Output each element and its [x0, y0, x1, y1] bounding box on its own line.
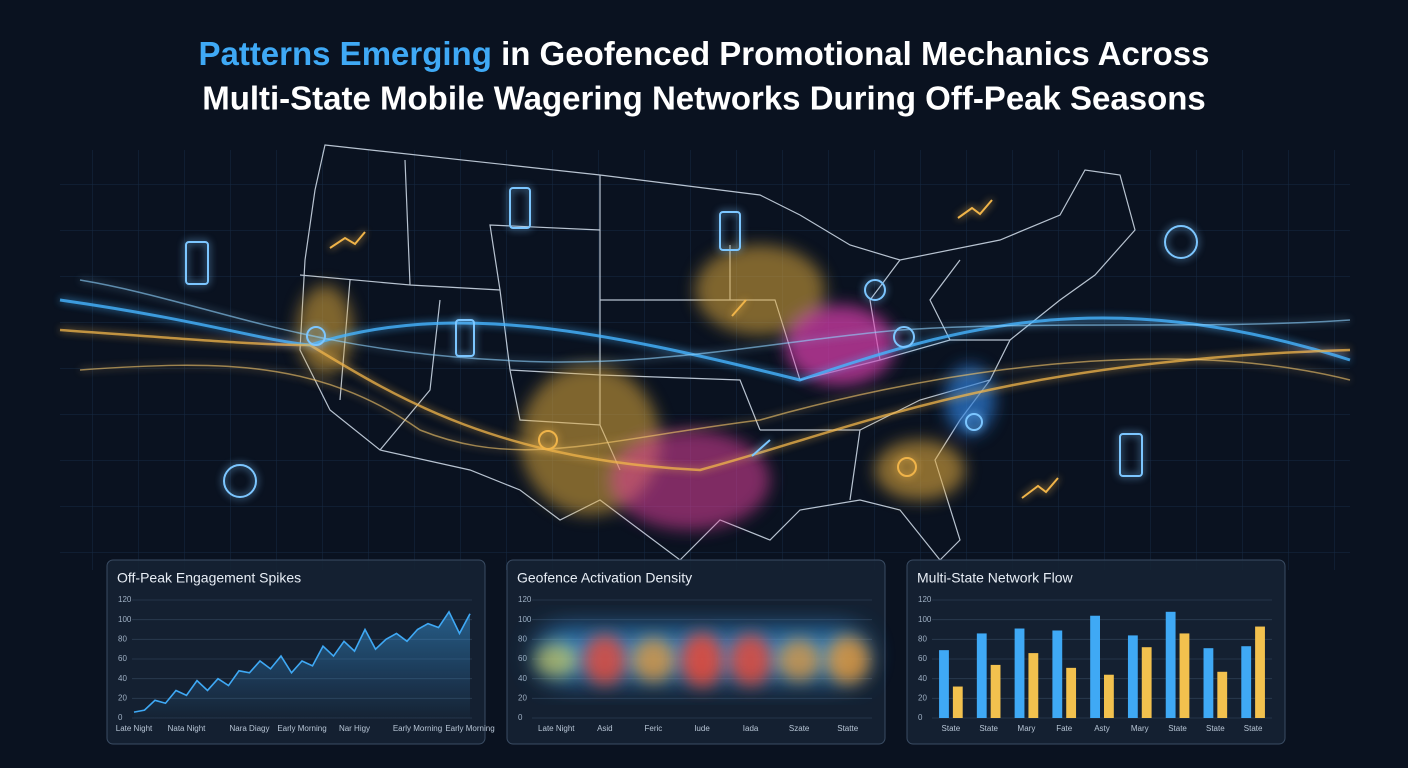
icons — [185, 187, 1198, 499]
y-tick-label: 120 — [518, 595, 532, 604]
y-tick-label: 60 — [118, 654, 127, 663]
bar — [1255, 626, 1265, 718]
y-tick-label: 80 — [118, 634, 127, 643]
x-tick-label: Fate — [1056, 724, 1073, 733]
x-tick-label: Nar Higy — [339, 724, 370, 733]
bar — [1203, 648, 1214, 718]
title-rest: in Geofenced Promotional Mechanics Acros… — [501, 35, 1209, 72]
x-tick-label: State — [979, 724, 998, 733]
title-line: Multi-State Mobile Wagering Networks Dur… — [202, 80, 1206, 117]
line — [133, 610, 471, 713]
x-tick-label: Late Night — [116, 724, 153, 733]
x-tick-label: State — [942, 724, 961, 733]
x-tick-label: Iada — [743, 724, 759, 733]
bar — [1052, 630, 1063, 718]
y-tick-label: 40 — [918, 674, 927, 683]
density-blob — [728, 634, 773, 686]
title: Patterns Emerging in Geofenced Promotion… — [198, 35, 1209, 72]
chart-panel: Multi-State Network Flow 0 20 40 60 80 100 120 S… — [906, 559, 1286, 745]
y-tick-label: 100 — [518, 615, 532, 624]
x-tick-label: Early Morning — [277, 724, 326, 733]
y-tick-label: 120 — [118, 595, 132, 604]
density-blob — [631, 638, 676, 682]
panel-title: Off-Peak Engagement Spikes — [117, 570, 301, 586]
density-blob — [583, 635, 627, 685]
y-tick-label: 100 — [118, 615, 132, 624]
x-tick-label: State — [1168, 724, 1187, 733]
density-blob — [825, 636, 870, 684]
y-tick-label: 60 — [918, 654, 927, 663]
x-tick-label: Mary — [1131, 724, 1149, 733]
y-tick-label: 20 — [518, 693, 527, 702]
x-tick-label: Iude — [694, 724, 710, 733]
bar — [1127, 635, 1138, 718]
bar — [1141, 647, 1152, 718]
network-flows — [59, 279, 1351, 472]
x-tick-label: Mary — [1018, 724, 1036, 733]
bar — [939, 650, 949, 718]
x-tick-label: Early Morning — [393, 724, 442, 733]
panel-title: Multi-State Network Flow — [917, 570, 1073, 586]
bar — [976, 633, 987, 718]
density-blob — [680, 633, 724, 687]
line-area — [134, 611, 470, 718]
bar — [990, 664, 1001, 718]
chart-panel: Off-Peak Engagement Spikes 0 20 40 60 80 100 12… — [106, 559, 495, 745]
bar — [1014, 628, 1025, 718]
y-tick-label: 0 — [518, 713, 523, 722]
y-tick-label: 80 — [518, 634, 527, 643]
panel-title: Geofence Activation Density — [517, 570, 692, 586]
x-tick-label: Asid — [597, 724, 613, 733]
density-blob — [534, 643, 579, 677]
bar — [1028, 653, 1039, 718]
bar — [1165, 611, 1176, 718]
bar — [952, 686, 963, 718]
x-tick-label: Asty — [1094, 724, 1110, 733]
geofence-zones — [297, 245, 995, 530]
x-tick-label: State — [1244, 724, 1263, 733]
x-tick-label: Szate — [789, 724, 810, 733]
bar — [1217, 671, 1228, 718]
x-tick-label: Nata Night — [168, 724, 207, 733]
y-tick-label: 20 — [118, 693, 127, 702]
panels: Off-Peak Engagement Spikes 0 20 40 60 80 100 12… — [106, 559, 1286, 745]
x-tick-label: Feric — [645, 724, 663, 733]
y-tick-label: 0 — [918, 713, 923, 722]
y-tick-label: 40 — [518, 674, 527, 683]
y-tick-label: 0 — [118, 713, 123, 722]
density-blob — [777, 639, 822, 681]
title-highlight: Patterns Emerging — [198, 35, 491, 72]
x-tick-label: State — [1206, 724, 1225, 733]
x-tick-label: Statte — [837, 724, 858, 733]
y-tick-label: 20 — [918, 693, 927, 702]
y-tick-label: 100 — [918, 615, 932, 624]
bar — [1241, 646, 1252, 718]
bar — [1104, 674, 1114, 718]
y-tick-label: 80 — [918, 634, 927, 643]
y-tick-label: 120 — [918, 595, 932, 604]
chart-panel: Geofence Activation Density 0 20 40 60 80 100 1… — [506, 559, 886, 745]
bar — [1179, 633, 1190, 718]
x-tick-label: Late Night — [538, 724, 575, 733]
y-tick-label: 60 — [518, 654, 527, 663]
bar — [1090, 615, 1100, 718]
x-tick-label: Nara Diagy — [229, 724, 269, 733]
y-tick-label: 40 — [118, 674, 127, 683]
bar — [1066, 667, 1077, 718]
x-tick-label: Early Morning — [445, 724, 494, 733]
